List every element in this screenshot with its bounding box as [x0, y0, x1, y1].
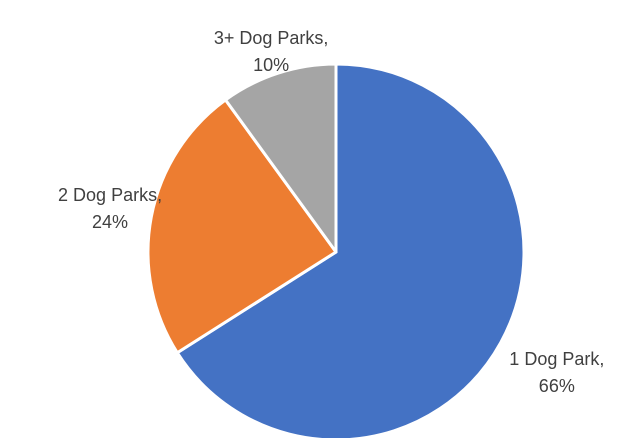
pie-slice-3-plus-dog-parks: [223, 62, 338, 254]
data-label-3-plus-dog-parks: 3+ Dog Parks, 10%: [214, 25, 329, 79]
data-label-category: 1 Dog Park,: [509, 349, 605, 370]
data-label-2-dog-parks: 2 Dog Parks, 24%: [58, 182, 162, 236]
data-label-category: 3+ Dog Parks,: [213, 28, 329, 49]
data-label-percent: 24%: [92, 211, 129, 232]
data-label-category: 2 Dog Parks,: [58, 184, 163, 205]
pie-slice-1-dog-park: [175, 62, 526, 438]
data-label-1-dog-park: 1 Dog Park, 66%: [509, 346, 604, 400]
pie-slice-2-dog-parks: [146, 98, 338, 355]
data-label-percent: 10%: [253, 55, 290, 76]
data-label-percent: 66%: [538, 376, 575, 397]
